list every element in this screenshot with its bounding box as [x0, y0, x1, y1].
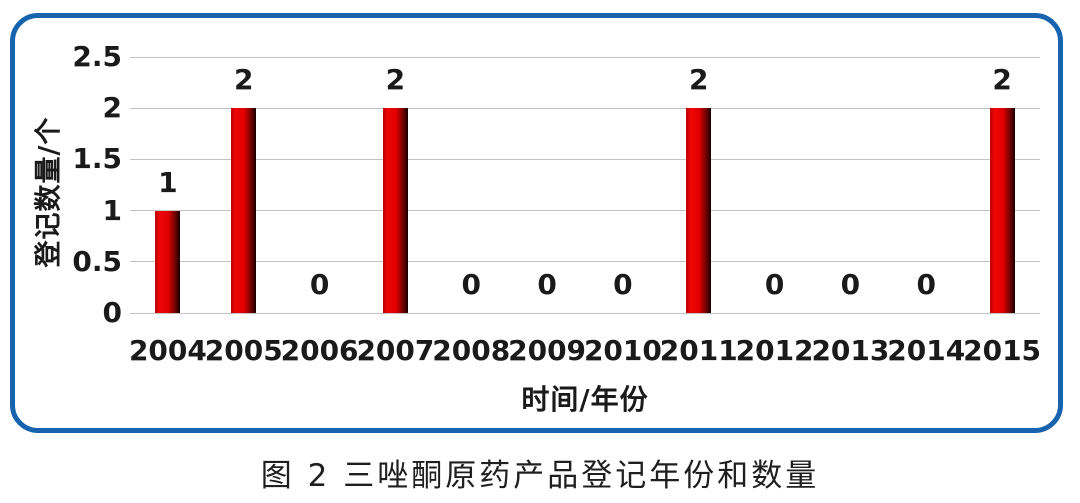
- gridline: [130, 107, 1040, 109]
- bar-2011: [686, 108, 712, 313]
- y-tick-label: 2.5: [72, 40, 122, 73]
- x-tick-label-2011: 2011: [659, 334, 738, 367]
- data-label-2011: 2: [689, 63, 709, 97]
- y-tick-label: 0: [102, 296, 122, 329]
- gridline: [130, 158, 1040, 160]
- x-tick-label-2004: 2004: [128, 334, 207, 367]
- data-label-2008: 0: [461, 268, 481, 301]
- plot-area: 1 2 0 2 0 0 0 2 0 0 0 2: [130, 56, 1040, 314]
- x-tick-label-2010: 2010: [583, 334, 662, 367]
- data-label-2005: 2: [234, 63, 254, 97]
- y-tick-label: 2: [102, 91, 122, 125]
- gridline: [130, 312, 1040, 314]
- x-tick-label-2013: 2013: [811, 334, 890, 367]
- x-tick-label-2006: 2006: [280, 334, 359, 367]
- x-axis-title: 时间/年份: [521, 383, 649, 416]
- data-label-2007: 2: [385, 63, 406, 97]
- data-label-2013: 0: [840, 268, 861, 301]
- gridline: [130, 210, 1040, 212]
- x-tick-label-2008: 2008: [432, 334, 511, 367]
- gridline: [130, 261, 1040, 263]
- bar-2015: [989, 108, 1015, 313]
- y-axis-title: 登记数量/个: [33, 116, 65, 268]
- chart-frame: [10, 13, 1063, 433]
- data-label-2009: 0: [537, 268, 557, 301]
- x-tick-label-2007: 2007: [356, 334, 435, 367]
- figure-caption: 图 2 三唑酮原药产品登记年份和数量: [260, 458, 820, 494]
- x-tick-label-2009: 2009: [508, 334, 587, 367]
- data-label-2004: 1: [158, 165, 178, 199]
- data-label-2014: 0: [916, 268, 936, 301]
- y-tick-label: 1: [102, 193, 122, 227]
- bar-2007: [382, 108, 408, 313]
- x-tick-label-2012: 2012: [735, 334, 814, 367]
- bar-2004: [155, 210, 181, 313]
- gridline: [130, 56, 1040, 58]
- x-tick-label-2014: 2014: [887, 334, 966, 367]
- y-tick-label: 0.5: [72, 244, 122, 278]
- x-axis-ticks: 2004 2005 2006 2007 2008 2009 2010 2011 2012 2013…: [129, 334, 1041, 370]
- x-tick-label-2015: 2015: [963, 334, 1042, 367]
- data-label-2010: 0: [613, 268, 633, 301]
- data-label-2006: 0: [309, 268, 330, 301]
- data-label-2012: 0: [764, 268, 785, 301]
- y-tick-label: 1.5: [72, 142, 122, 176]
- x-tick-label-2005: 2005: [204, 334, 283, 367]
- data-label-2015: 2: [992, 63, 1012, 97]
- bar-2005: [231, 108, 257, 313]
